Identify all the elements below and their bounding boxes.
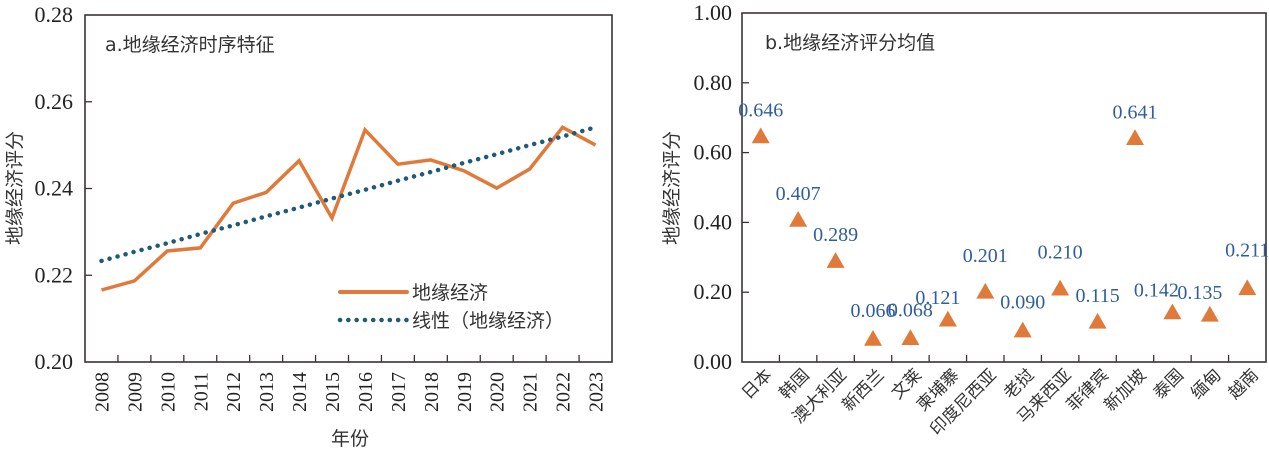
x-tick-label: 2018 — [421, 372, 443, 412]
x-tick-label: 2012 — [223, 372, 245, 412]
data-label: 0.135 — [1177, 282, 1222, 304]
y-tick-label: 0.22 — [35, 262, 74, 287]
data-label: 0.210 — [1038, 242, 1083, 264]
x-tick-label: 2023 — [586, 372, 608, 412]
chart-a-x-axis-title: 年份 — [331, 428, 369, 450]
y-tick-label: 1.00 — [694, 0, 733, 25]
chart-a-y-ticks: 0.20 0.22 0.24 0.26 0.28 — [35, 2, 92, 374]
data-label: 0.641 — [1113, 101, 1158, 123]
x-tick-label: 2015 — [322, 372, 344, 412]
triangle-marker — [864, 329, 882, 346]
y-tick-label: 0.60 — [694, 140, 733, 165]
x-tick-label: 2011 — [190, 372, 212, 411]
data-label: 0.646 — [738, 100, 783, 122]
chart-a-series — [99, 125, 598, 292]
x-tick-label: 2019 — [454, 372, 476, 412]
y-tick-label: 0.24 — [35, 176, 74, 201]
triangle-marker — [1238, 279, 1257, 296]
data-label: 0.211 — [1225, 239, 1269, 261]
x-tick-label: 2022 — [553, 372, 575, 412]
x-tick-label: 2008 — [91, 372, 113, 412]
data-label: 0.068 — [888, 299, 933, 321]
triangle-marker — [751, 127, 770, 144]
triangle-marker — [1088, 312, 1107, 329]
y-tick-label: 0.00 — [694, 349, 733, 374]
y-tick-label: 0.20 — [35, 349, 74, 374]
y-tick-label: 0.20 — [694, 279, 733, 304]
y-tick-label: 0.40 — [694, 209, 733, 234]
x-category-label: 越南 — [1225, 365, 1263, 403]
data-label: 0.142 — [1134, 279, 1179, 301]
chart-a-title: a.地缘经济时序特征 — [105, 34, 275, 56]
data-label: 0.289 — [813, 224, 858, 246]
y-tick-label: 0.80 — [694, 70, 733, 95]
triangle-marker — [1013, 321, 1032, 338]
data-label: 0.090 — [1000, 292, 1045, 314]
triangle-marker — [826, 252, 845, 268]
data-label: 0.115 — [1075, 285, 1119, 307]
y-tick-label: 0.26 — [35, 89, 74, 114]
x-tick-label: 2021 — [520, 372, 542, 412]
y-tick-label: 0.28 — [35, 2, 74, 27]
x-tick-label: 2017 — [388, 372, 410, 412]
x-category-label: 新加坡 — [1100, 365, 1150, 415]
triangle-marker — [1126, 129, 1144, 146]
x-tick-label: 2010 — [157, 372, 179, 412]
chart-b-title: b.地缘经济评分均值 — [765, 32, 935, 54]
chart-a-x-ticks: 2008 2009 2010 2011 2012 2013 2014 2015 2016 2017… — [91, 355, 608, 412]
chart-a-line-chart: a.地缘经济时序特征 地缘经济评分 年份 0.200.220.240.260.2… — [4, 2, 613, 450]
x-category-label: 日本 — [738, 365, 776, 403]
chart-a-y-axis-title: 地缘经济评分 — [4, 131, 26, 245]
triangle-marker — [1163, 303, 1182, 320]
triangle-marker — [789, 210, 808, 227]
chart-b-y-axis-title: 地缘经济评分 — [661, 131, 683, 245]
x-tick-label: 2014 — [289, 372, 311, 412]
triangle-marker — [1051, 279, 1070, 296]
triangle-marker — [901, 329, 920, 346]
x-tick-label: 2016 — [355, 372, 377, 412]
chart-b-y-ticks: 0.00 0.20 0.40 0.60 0.80 1.00 — [694, 0, 749, 374]
data-label: 0.121 — [915, 287, 960, 309]
chart-a-legend: 地缘经济 线性（地缘经济） — [337, 282, 564, 332]
trend-line — [99, 125, 598, 264]
x-category-label: 缅甸 — [1187, 365, 1225, 403]
x-tick-label: 2009 — [124, 372, 146, 412]
data-label: 0.066 — [851, 300, 896, 322]
data-label: 0.407 — [776, 183, 821, 205]
series-line — [101, 125, 597, 292]
x-tick-label: 2020 — [487, 372, 509, 412]
x-category-label: 泰国 — [1150, 365, 1188, 403]
x-tick-label: 2013 — [256, 372, 278, 412]
triangle-marker — [1200, 305, 1219, 322]
triangle-marker — [938, 310, 957, 327]
legend-label-series: 地缘经济 — [412, 282, 488, 304]
data-label: 0.201 — [963, 245, 1008, 267]
legend-label-trend: 线性（地缘经济） — [412, 310, 564, 332]
chart-b-scatter-chart: b.地缘经济评分均值 地缘经济评分 0.00 0.20 0.40 0.60 0.80 1.… — [661, 0, 1269, 440]
x-category-label: 新西兰 — [838, 365, 888, 415]
triangle-marker — [976, 282, 995, 299]
